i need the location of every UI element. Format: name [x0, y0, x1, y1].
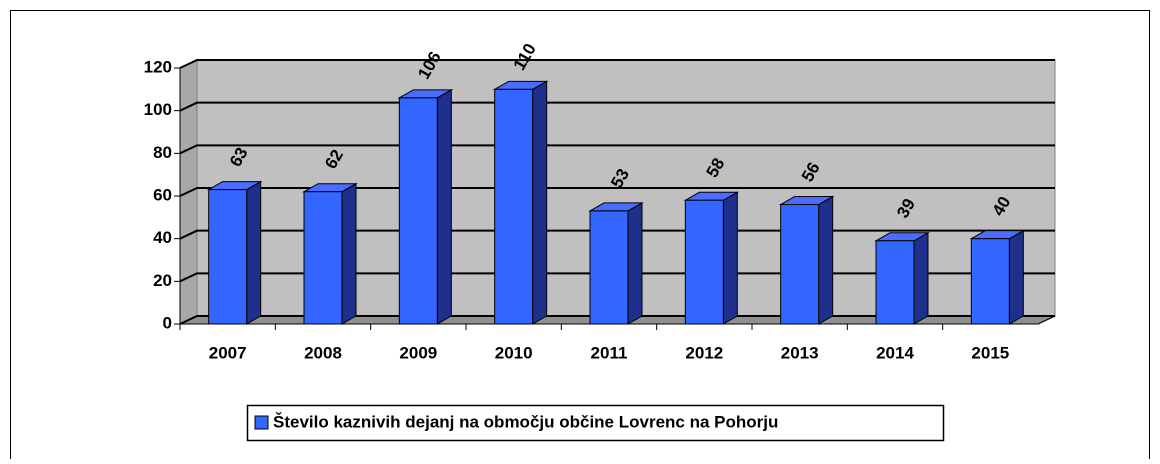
x-tick-label: 2008 — [304, 343, 342, 362]
grid-line — [179, 187, 1055, 197]
bar-front — [684, 199, 724, 325]
bar-side — [246, 180, 262, 325]
grid-line — [179, 272, 1055, 283]
y-tick-label: 100 — [144, 100, 172, 119]
grid-line — [179, 101, 1055, 112]
x-axis-end — [1037, 315, 1056, 325]
x-tick-label: 2007 — [209, 343, 247, 362]
bar — [683, 191, 740, 325]
bar-side — [818, 195, 834, 325]
y-tick-label: 120 — [144, 57, 172, 76]
bar-side — [341, 182, 357, 325]
x-tick-label: 2015 — [971, 343, 1009, 362]
legend-swatch — [254, 415, 269, 430]
bar-front — [303, 191, 343, 325]
bar — [397, 89, 454, 325]
bar — [874, 231, 930, 325]
y-tick-label: 40 — [153, 228, 172, 247]
grid-line — [179, 315, 1055, 325]
bar-front — [208, 189, 248, 325]
bar-side — [1008, 229, 1024, 325]
bar-side — [436, 89, 452, 325]
bar-front — [494, 88, 534, 325]
bar-front — [875, 240, 915, 325]
bar-front — [398, 97, 438, 325]
x-tick-label: 2013 — [781, 343, 819, 362]
bar — [492, 80, 549, 325]
bar-front — [970, 238, 1010, 325]
bar-side — [532, 80, 548, 325]
x-tick-label: 2011 — [591, 343, 628, 362]
y-tick-label: 60 — [153, 185, 172, 204]
bar — [969, 229, 1026, 325]
bar — [778, 195, 835, 325]
bar-side — [722, 191, 738, 325]
legend-box — [246, 404, 945, 442]
x-tick-label: 2014 — [876, 343, 914, 362]
grid-line — [179, 229, 1055, 240]
x-tick-label: 2010 — [495, 343, 533, 362]
y-tick-label: 20 — [153, 271, 172, 290]
bar-front — [589, 210, 629, 325]
grid-line — [179, 144, 1055, 155]
bar — [588, 202, 644, 325]
bar — [302, 182, 358, 325]
grid-line — [179, 59, 1055, 69]
legend-label: Število kaznivih dejanj na območju občin… — [273, 412, 778, 431]
bar-side — [627, 202, 643, 325]
x-tick-label: 2009 — [399, 343, 437, 362]
bar — [206, 180, 263, 325]
x-tick-label: 2012 — [685, 343, 723, 362]
y-tick-label: 80 — [153, 143, 172, 162]
bar-front — [780, 204, 820, 325]
y-tick-label: 0 — [163, 313, 172, 332]
bar-side — [913, 231, 929, 325]
